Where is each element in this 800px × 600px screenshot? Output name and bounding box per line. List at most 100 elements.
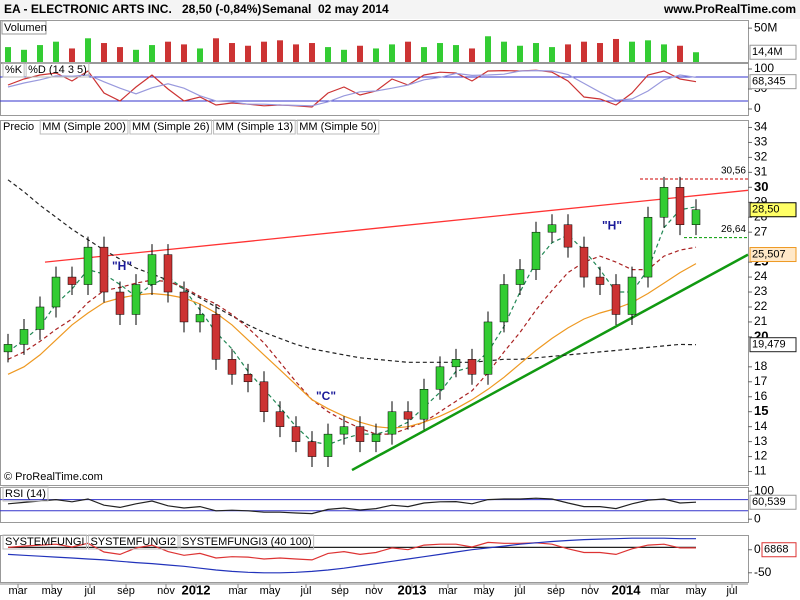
candle-body [627, 276, 637, 315]
trendline [44, 189, 749, 263]
y-tick-label: 32 [754, 150, 768, 164]
volume-bar [373, 48, 379, 62]
volume-bar [53, 41, 59, 62]
volume-bar [421, 47, 427, 62]
volume-bar [5, 47, 11, 62]
current-value-box [749, 74, 797, 90]
panel-legend: Precio [3, 121, 34, 133]
candle-body [451, 359, 461, 368]
volume-bar [485, 36, 491, 62]
y-tick-label: 24 [754, 269, 768, 283]
candle-body [419, 389, 429, 420]
legend-box [25, 62, 90, 78]
current-value-label: 6868 [764, 544, 788, 556]
header-bar [0, 0, 800, 19]
volume-bar [581, 41, 587, 62]
volume-bar [437, 43, 443, 62]
moving-average [7, 263, 697, 429]
candle-body [483, 321, 493, 375]
legend-entry: %D (14 3 5) [28, 64, 87, 76]
candle-body [435, 366, 445, 390]
legend-box [179, 534, 315, 550]
volume-bar [133, 49, 139, 62]
y-tick-label: 23 [754, 284, 768, 298]
candle-body [531, 231, 541, 270]
x-tick-label: nov [581, 585, 599, 597]
panel-frame [0, 487, 749, 523]
current-value-box [749, 337, 797, 353]
candle-body [179, 291, 189, 323]
volume-bar [597, 43, 603, 62]
candle-body [387, 411, 397, 435]
volume-bar [149, 45, 155, 62]
volume-bar [245, 45, 251, 62]
legend-entry: MM (Simple 13) [216, 121, 294, 133]
candle-body [275, 411, 285, 427]
y-tick-label: 12 [754, 449, 768, 463]
x-tick-label: may [686, 585, 707, 597]
candle-body [323, 433, 333, 457]
y-tick-label: 13 [754, 434, 768, 448]
indicator-line [7, 537, 696, 574]
x-tick-label: 2013 [398, 582, 427, 597]
x-tick-label: sep [547, 585, 565, 597]
candle-body [83, 246, 93, 285]
y-tick-label: 100 [754, 61, 774, 75]
volume-bar [645, 40, 651, 62]
x-tick-label: sep [331, 585, 349, 597]
y-tick-label: 14 [754, 419, 768, 433]
candle-body [659, 187, 669, 218]
candle-body [499, 284, 509, 323]
current-value-label: 68,345 [752, 76, 786, 88]
y-tick-label: 0 [754, 542, 761, 556]
volume-bar [549, 47, 555, 62]
volume-bar [229, 43, 235, 62]
y-tick-label: 0 [754, 511, 761, 525]
trendline [351, 253, 749, 472]
x-tick-label: may [42, 585, 63, 597]
quote: 28,50 (-0,84%) [182, 2, 261, 16]
legend-entry: MM (Simple 200) [42, 121, 126, 133]
volume-bar [165, 41, 171, 62]
x-tick-label: 2012 [182, 582, 211, 597]
legend-entry: MM (Simple 50) [299, 121, 377, 133]
legend-box [296, 119, 380, 135]
x-tick-label: jul [83, 585, 95, 597]
candle-body [467, 359, 477, 375]
current-value-label: 19,479 [752, 339, 786, 351]
candle-body [67, 276, 77, 285]
y-tick-label: 100 [754, 483, 774, 497]
volume-bar [357, 45, 363, 62]
volume-bar [197, 48, 203, 62]
volume-bar [501, 41, 507, 62]
x-tick-label: mar [651, 585, 670, 597]
current-value-label: 28,50 [752, 204, 780, 216]
volume-bar [405, 41, 411, 62]
panel-frame [0, 535, 749, 583]
volume-bar [101, 43, 107, 62]
y-tick-label: 50M [754, 20, 777, 34]
current-value-box [749, 44, 797, 60]
panel-frame [0, 63, 749, 116]
current-value-label: 14,4M [752, 46, 783, 58]
legend-entry: SYSTEMFUNGI2 [90, 536, 176, 548]
indicator-line [7, 541, 696, 561]
legend-box [213, 119, 296, 135]
volume-bar [693, 52, 699, 62]
annotation: "H" [602, 218, 622, 232]
annotation: "H" [112, 259, 132, 273]
legend-box [87, 534, 179, 550]
x-tick-label: 2014 [612, 582, 642, 597]
x-tick-label: nov [365, 585, 383, 597]
y-tick-label: 31 [754, 165, 768, 179]
candle-body [243, 374, 253, 383]
candle-body [355, 426, 365, 442]
volume-bar [293, 44, 299, 62]
legend-entry: SYSTEMFUNGI3 (40 100) [182, 536, 312, 548]
current-value-label: 60,539 [752, 496, 786, 508]
volume-bar [341, 49, 347, 62]
indicator-line [7, 69, 697, 107]
moving-average [7, 246, 697, 435]
panel-legend: Volumen [4, 22, 47, 34]
legend-entry: MM (Simple 26) [132, 121, 210, 133]
